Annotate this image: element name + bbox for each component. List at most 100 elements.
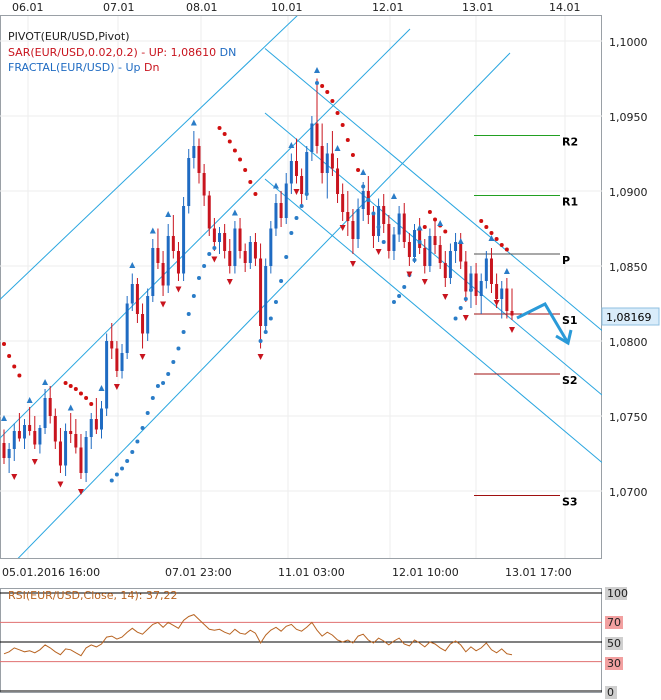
candle-body: [105, 341, 109, 409]
rsi-line: [3, 614, 513, 657]
fractal-up-marker: [67, 404, 74, 411]
sar-prefix: SAR(EUR/USD,0.02,0.2) -: [8, 46, 145, 59]
top-date-label: 14.01: [549, 1, 581, 14]
sar-up-value: UP: 1,08610: [149, 46, 216, 59]
pivot-level-label: S1: [562, 314, 578, 327]
sar-dot: [499, 243, 504, 247]
sar-dot: [350, 153, 355, 157]
candle-body: [325, 153, 329, 173]
fractal-prefix: FRACTAL(EUR/USD) -: [8, 61, 122, 74]
rsi-level-box: [605, 657, 623, 670]
sar-dot: [207, 252, 212, 256]
time-label: 11.01 03:00: [278, 566, 345, 579]
fractal-down-marker: [257, 354, 264, 360]
sar-dot: [361, 184, 366, 189]
candle-body: [141, 314, 145, 334]
top-date-label: 10.01: [271, 1, 303, 14]
candle-body: [284, 183, 288, 218]
candle-body: [361, 191, 365, 209]
sar-dot: [243, 168, 248, 172]
sar-dot: [325, 90, 330, 94]
candle-body: [228, 251, 232, 266]
candle-body: [341, 194, 345, 212]
candle-body: [94, 419, 98, 430]
regression-channels: [0, 16, 602, 558]
sar-dot: [140, 426, 145, 430]
sar-dot: [227, 139, 232, 144]
fractal-up-marker: [334, 145, 341, 151]
candle-body: [17, 431, 21, 439]
sar-dot: [371, 211, 376, 216]
fractal-up-marker: [288, 142, 295, 148]
sar-dot: [433, 217, 438, 222]
candle-body: [125, 303, 129, 353]
candle-body: [2, 443, 6, 458]
sar-dot: [273, 300, 278, 304]
forecast-arrow-path: [516, 302, 570, 344]
candle-body: [110, 341, 114, 349]
candle-body: [320, 146, 324, 173]
candle-body: [413, 230, 417, 257]
sar-dot: [2, 342, 6, 346]
sar-dot: [463, 297, 468, 301]
sar-dot: [284, 255, 289, 259]
sar-dot: [17, 373, 22, 378]
candle-body: [7, 449, 11, 458]
candle-body: [212, 228, 216, 242]
price-scale: 1,1000 1,0950 1,0900 1,0850 1,0800 1,075…: [601, 36, 660, 499]
sar-dot: [109, 478, 114, 483]
sar-dot: [84, 396, 89, 400]
candle-body: [207, 195, 211, 229]
price-tick-label: 1,1000: [609, 36, 648, 49]
sar-dot: [232, 148, 237, 153]
fractal-down-marker: [175, 286, 182, 293]
rsi-label: RSI(EUR/USD,Close, 14): 37,22: [8, 589, 177, 602]
sar-dot: [494, 237, 499, 241]
sar-dot: [186, 312, 191, 316]
candle-body: [23, 425, 27, 439]
candle-body: [484, 258, 488, 281]
fractal-down-marker: [31, 459, 38, 465]
candle-body: [58, 441, 62, 466]
sar-dot: [238, 157, 243, 162]
fractal-down-marker: [421, 279, 428, 285]
candle-body: [202, 173, 206, 196]
rsi-level-label: 70: [607, 616, 621, 629]
fractal-up-marker: [231, 209, 238, 216]
candle-body: [464, 261, 468, 292]
candle-body: [428, 236, 432, 266]
candle-body: [166, 236, 170, 286]
candle-body: [53, 416, 57, 442]
candlesticks: [2, 78, 514, 482]
candle-body: [351, 221, 355, 239]
sar-dot: [479, 219, 484, 223]
sar-dot: [176, 346, 181, 351]
forecast-arrow-head-icon: [555, 329, 573, 346]
candle-body: [423, 248, 427, 266]
candle-body: [310, 123, 314, 152]
candle-body: [418, 230, 422, 248]
candle-body: [366, 191, 370, 215]
pivot-level-label: R1: [562, 196, 578, 209]
candle-body: [89, 419, 93, 437]
sar-dot: [335, 111, 340, 115]
top-date-axis: 06.01 07.01 08.01 10.01 12.01 13.01 14.0…: [0, 0, 602, 14]
rsi-panel: RSI(EUR/USD,Close, 14): 37,22 100 70 50 …: [0, 587, 628, 699]
candle-body: [171, 236, 175, 251]
candle-body: [459, 242, 463, 262]
candle-body: [315, 123, 319, 146]
fractal-down-marker: [293, 189, 300, 195]
candle-body: [69, 431, 73, 434]
uptrend-channel-line: [0, 16, 298, 301]
fractal-down-marker: [113, 384, 120, 390]
top-date-label: 07.01: [103, 1, 135, 14]
fractal-up-marker: [272, 182, 279, 189]
candle-body: [192, 146, 196, 158]
candle-body: [38, 428, 42, 445]
candle-body: [289, 161, 293, 184]
candle-body: [387, 224, 391, 251]
uptrend-channel-line: [17, 52, 511, 558]
price-tick-label: 1,0950: [609, 111, 648, 124]
fractal-up-marker: [149, 227, 156, 234]
